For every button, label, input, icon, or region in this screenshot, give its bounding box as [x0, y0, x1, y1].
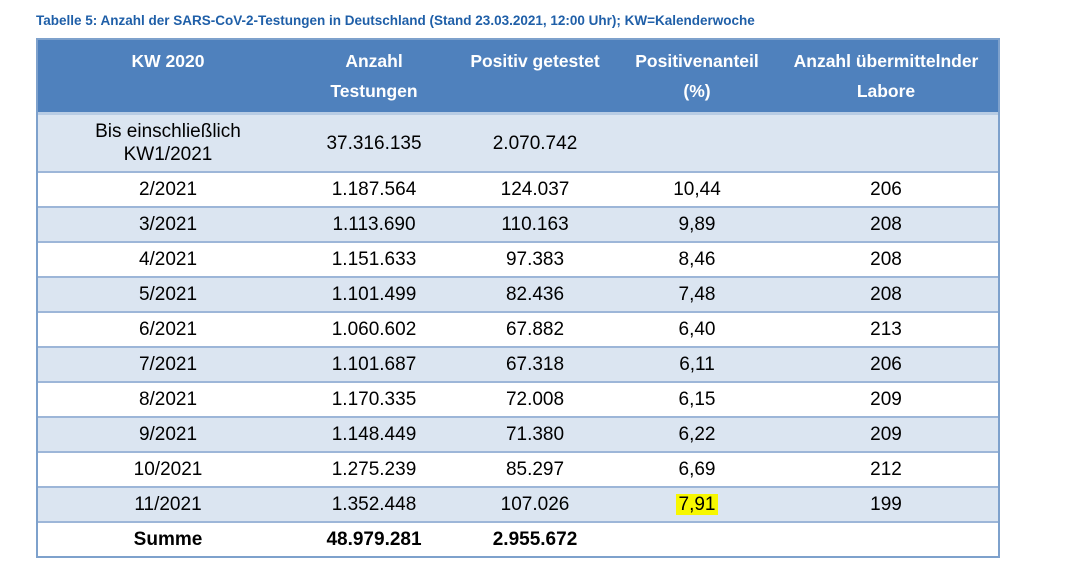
cell-labs: 206	[774, 346, 998, 382]
cell-labs: 208	[774, 206, 998, 242]
table-row: 3/2021 1.113.690 110.163 9,89 208	[38, 206, 998, 242]
header-row: KW 2020 Anzahl Testungen Positiv getestet…	[38, 40, 998, 115]
cell-labs: 209	[774, 416, 998, 452]
cell-kw: 4/2021	[38, 241, 298, 277]
total-share	[620, 521, 774, 556]
cell-tests: 1.151.633	[298, 241, 450, 277]
total-positive: 2.955.672	[450, 521, 620, 556]
cell-tests: 1.187.564	[298, 171, 450, 207]
table-row-total: Summe 48.979.281 2.955.672	[38, 521, 998, 556]
cell-positive: 82.436	[450, 276, 620, 312]
total-labs	[774, 521, 998, 556]
cell-positive: 72.008	[450, 381, 620, 417]
total-label: Summe	[38, 521, 298, 556]
cell-positive: 124.037	[450, 171, 620, 207]
header-kw: KW 2020	[38, 40, 298, 115]
cell-kw: 7/2021	[38, 346, 298, 382]
table-row: 4/2021 1.151.633 97.383 8,46 208	[38, 241, 998, 277]
cell-tests: 1.170.335	[298, 381, 450, 417]
cell-positive: 97.383	[450, 241, 620, 277]
cell-tests: 37.316.135	[298, 112, 450, 172]
table-row: 6/2021 1.060.602 67.882 6,40 213	[38, 311, 998, 347]
cell-kw: Bis einschließlich KW1/2021	[38, 112, 298, 172]
table-row: 11/2021 1.352.448 107.026 7,91 199	[38, 486, 998, 522]
table-row-first: Bis einschließlich KW1/2021 37.316.135 2.…	[38, 112, 998, 172]
cell-share: 9,89	[620, 206, 774, 242]
cell-labs: 209	[774, 381, 998, 417]
table-row: 8/2021 1.170.335 72.008 6,15 209	[38, 381, 998, 417]
cell-labs: 208	[774, 241, 998, 277]
cell-labs: 206	[774, 171, 998, 207]
cell-share: 10,44	[620, 171, 774, 207]
cell-share: 8,46	[620, 241, 774, 277]
cell-share: 6,11	[620, 346, 774, 382]
testing-table: KW 2020 Anzahl Testungen Positiv getestet…	[36, 38, 1000, 558]
cell-kw: 3/2021	[38, 206, 298, 242]
cell-positive: 110.163	[450, 206, 620, 242]
cell-labs	[774, 112, 998, 172]
table-row: 5/2021 1.101.499 82.436 7,48 208	[38, 276, 998, 312]
cell-tests: 1.113.690	[298, 206, 450, 242]
cell-kw: 11/2021	[38, 486, 298, 522]
cell-positive: 67.318	[450, 346, 620, 382]
header-tests: Anzahl Testungen	[298, 40, 450, 115]
cell-kw: 6/2021	[38, 311, 298, 347]
header-share: Positivenanteil (%)	[620, 40, 774, 115]
cell-share: 6,15	[620, 381, 774, 417]
cell-labs: 212	[774, 451, 998, 487]
cell-kw: 9/2021	[38, 416, 298, 452]
table-row: 9/2021 1.148.449 71.380 6,22 209	[38, 416, 998, 452]
header-positive: Positiv getestet	[450, 40, 620, 115]
cell-labs: 208	[774, 276, 998, 312]
cell-tests: 1.275.239	[298, 451, 450, 487]
cell-tests: 1.101.687	[298, 346, 450, 382]
cell-positive: 67.882	[450, 311, 620, 347]
cell-share: 6,22	[620, 416, 774, 452]
table-row: 7/2021 1.101.687 67.318 6,11 206	[38, 346, 998, 382]
cell-positive: 107.026	[450, 486, 620, 522]
cell-tests: 1.060.602	[298, 311, 450, 347]
table-row: 10/2021 1.275.239 85.297 6,69 212	[38, 451, 998, 487]
cell-labs: 213	[774, 311, 998, 347]
cell-kw: 5/2021	[38, 276, 298, 312]
highlighted-value: 7,91	[675, 493, 719, 515]
cell-share: 6,69	[620, 451, 774, 487]
total-tests: 48.979.281	[298, 521, 450, 556]
cell-tests: 1.101.499	[298, 276, 450, 312]
cell-tests: 1.352.448	[298, 486, 450, 522]
table-caption: Tabelle 5: Anzahl der SARS-CoV-2-Testung…	[36, 13, 755, 28]
table-row: 2/2021 1.187.564 124.037 10,44 206	[38, 171, 998, 207]
cell-share: 7,48	[620, 276, 774, 312]
cell-kw: 2/2021	[38, 171, 298, 207]
cell-kw: 8/2021	[38, 381, 298, 417]
cell-positive: 85.297	[450, 451, 620, 487]
cell-share: 6,40	[620, 311, 774, 347]
cell-share: 7,91	[620, 486, 774, 522]
cell-share	[620, 112, 774, 172]
cell-positive: 71.380	[450, 416, 620, 452]
cell-kw: 10/2021	[38, 451, 298, 487]
header-labs: Anzahl übermittelnder Labore	[774, 40, 998, 115]
cell-tests: 1.148.449	[298, 416, 450, 452]
cell-labs: 199	[774, 486, 998, 522]
cell-positive: 2.070.742	[450, 112, 620, 172]
